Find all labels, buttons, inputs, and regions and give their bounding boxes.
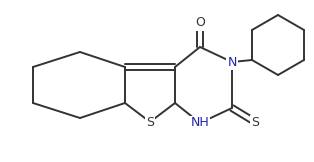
Text: S: S	[146, 116, 154, 128]
Text: NH: NH	[191, 116, 209, 129]
Text: O: O	[195, 17, 205, 29]
Text: S: S	[251, 116, 259, 128]
Text: N: N	[227, 56, 237, 69]
